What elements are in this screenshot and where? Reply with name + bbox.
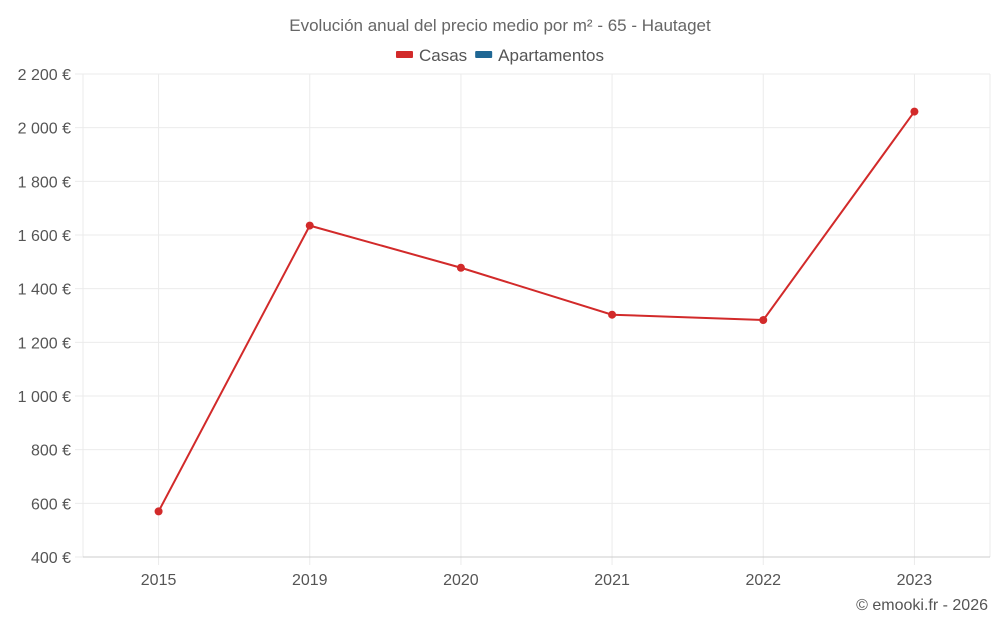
series-line-casas bbox=[157, 110, 916, 512]
series-layer bbox=[154, 107, 919, 516]
data-point[interactable] bbox=[305, 221, 314, 230]
copyright-text: © emooki.fr - 2026 bbox=[856, 597, 988, 614]
legend: Casas Apartamentos bbox=[395, 46, 604, 65]
legend-swatch bbox=[395, 51, 413, 58]
data-point[interactable] bbox=[759, 316, 768, 325]
x-tick-label: 2020 bbox=[443, 572, 479, 589]
legend-label: Casas bbox=[419, 46, 467, 65]
x-tick-label: 2021 bbox=[594, 572, 630, 589]
y-tick-label: 2 200 € bbox=[18, 67, 71, 84]
y-tick-label: 600 € bbox=[31, 496, 71, 513]
x-tick-label: 2019 bbox=[292, 572, 328, 589]
x-axis: 2015 2019 2020 2021 2022 2023 bbox=[83, 556, 990, 589]
y-tick-label: 1 400 € bbox=[18, 282, 71, 299]
y-tick-label: 1 000 € bbox=[18, 389, 71, 406]
data-point[interactable] bbox=[154, 507, 163, 516]
data-point[interactable] bbox=[456, 263, 465, 272]
data-point[interactable] bbox=[608, 310, 617, 319]
y-tick-label: 2 000 € bbox=[18, 121, 71, 138]
y-tick-label: 1 600 € bbox=[18, 228, 71, 245]
legend-item-casas[interactable]: Casas bbox=[395, 46, 467, 65]
y-tick-label: 400 € bbox=[31, 550, 71, 567]
x-tick-label: 2015 bbox=[141, 572, 177, 589]
x-tick-label: 2023 bbox=[897, 572, 933, 589]
y-tick-label: 1 800 € bbox=[18, 174, 71, 191]
legend-swatch bbox=[475, 51, 493, 58]
y-tick-label: 1 200 € bbox=[18, 335, 71, 352]
legend-item-apartamentos[interactable]: Apartamentos bbox=[475, 46, 604, 65]
grid bbox=[83, 73, 991, 565]
y-axis: 400 € 600 € 800 € 1 000 € 1 200 € 1 400 € 1 60… bbox=[18, 67, 84, 567]
data-point[interactable] bbox=[910, 107, 919, 116]
x-tick-label: 2022 bbox=[745, 572, 781, 589]
chart-title: Evolución anual del precio medio por m² … bbox=[289, 16, 711, 35]
legend-label: Apartamentos bbox=[498, 46, 604, 65]
y-tick-label: 800 € bbox=[31, 443, 71, 460]
